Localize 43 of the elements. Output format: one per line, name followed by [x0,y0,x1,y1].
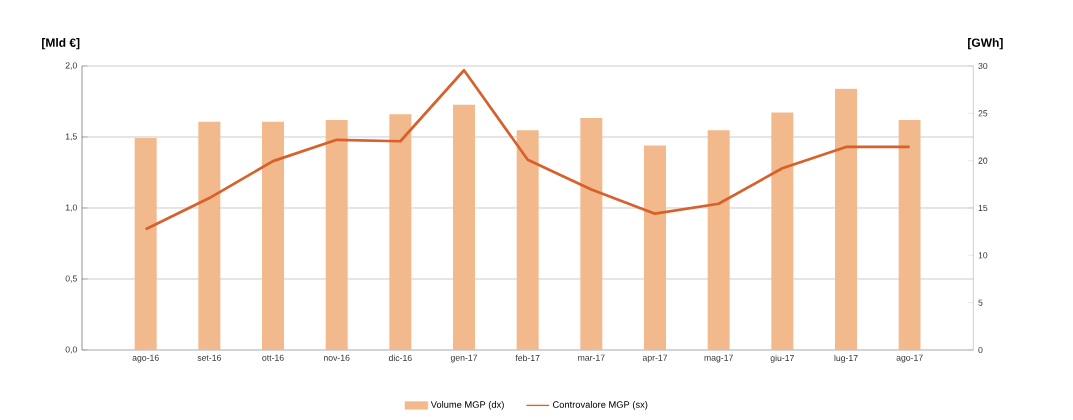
bar [707,130,730,350]
bar [516,130,539,350]
bar [771,112,794,350]
x-tick-label: ago-17 [896,354,923,363]
x-tick-label: lug-17 [834,354,858,363]
x-tick-label: dic-16 [388,354,412,362]
y2-tick-label: 15 [978,204,988,212]
line-series [144,68,912,231]
bar [835,88,857,350]
bar [580,118,603,350]
bar [389,114,412,350]
y2-axis-title: [GWh] [968,38,1003,50]
bar [898,119,921,350]
y-tick-label: 1,5 [65,133,77,141]
x-tick-label: nov-16 [323,354,350,361]
x-tick-label: apr-17 [642,354,668,363]
x-tick-label: set-16 [197,354,221,361]
x-tick-label: mar-17 [578,354,605,361]
x-tick-label: ott-16 [262,354,284,361]
y2-tick-label: 0 [978,346,983,354]
y-tick-label: 0,0 [65,346,77,354]
y-tick-label: 2,0 [65,62,77,70]
bar [262,121,285,350]
y2-tick-label: 10 [978,252,988,259]
x-tick-label: giu-17 [770,354,794,363]
y-tick-label: 1,0 [65,204,77,212]
bar [198,121,221,350]
y2-tick-label: 25 [978,110,988,117]
bar [325,119,348,350]
bar [453,104,476,350]
y2-tick-label: 30 [978,62,988,70]
x-tick-label: mag-17 [704,354,733,363]
x-tick-label: gen-17 [450,354,478,363]
y-axis-title: [Mld €] [42,38,80,50]
y-tick-label: 0,5 [65,275,77,283]
x-tick-label: feb-17 [515,354,540,362]
x-tick-label: ago-16 [132,354,159,363]
bar [644,145,667,350]
bar [134,137,157,350]
legend-label: Controvalore MGP (sx) [552,401,648,410]
legend-label: Volume MGP (dx) [430,401,504,410]
y2-tick-label: 5 [978,299,983,306]
y2-tick-label: 20 [978,157,988,164]
